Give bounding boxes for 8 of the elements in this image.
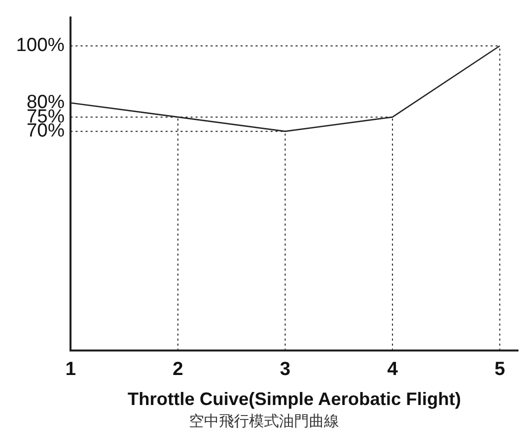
y-tick-label: 100%	[16, 35, 65, 56]
x-tick-label: 3	[280, 359, 290, 380]
x-tick-label: 2	[172, 359, 184, 380]
x-tick-label: 5	[494, 359, 506, 380]
x-tick-label: 4	[387, 359, 398, 380]
x-tick-label: 1	[65, 359, 76, 380]
text: 空中飛行模式油門曲線	[189, 412, 339, 430]
x-axis-title: Throttle Cuive(Simple Aerobatic Flight)	[128, 389, 461, 410]
